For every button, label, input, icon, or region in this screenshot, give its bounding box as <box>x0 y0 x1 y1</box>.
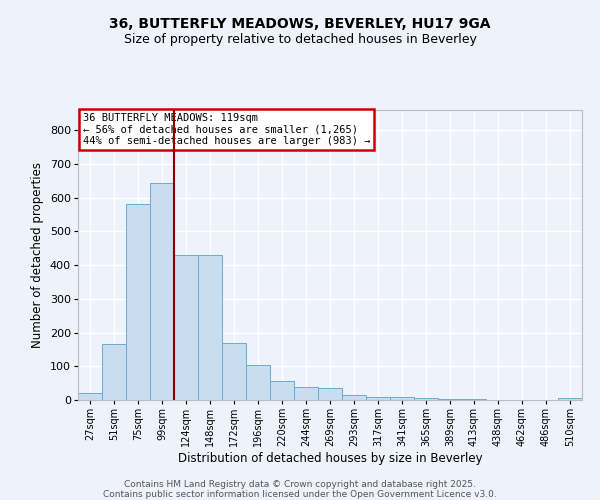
Bar <box>342 395 366 400</box>
Bar <box>390 398 414 400</box>
Bar <box>366 396 390 400</box>
Bar <box>558 398 582 400</box>
Text: 36, BUTTERFLY MEADOWS, BEVERLEY, HU17 9GA: 36, BUTTERFLY MEADOWS, BEVERLEY, HU17 9G… <box>109 18 491 32</box>
Bar <box>414 398 438 400</box>
Bar <box>246 364 270 400</box>
Bar <box>318 388 342 400</box>
Bar <box>438 398 462 400</box>
Bar <box>222 342 246 400</box>
Bar <box>78 394 102 400</box>
X-axis label: Distribution of detached houses by size in Beverley: Distribution of detached houses by size … <box>178 452 482 465</box>
Bar <box>102 344 126 400</box>
Text: Contains HM Land Registry data © Crown copyright and database right 2025.
Contai: Contains HM Land Registry data © Crown c… <box>103 480 497 500</box>
Bar <box>174 255 198 400</box>
Y-axis label: Number of detached properties: Number of detached properties <box>31 162 44 348</box>
Bar <box>150 182 174 400</box>
Text: 36 BUTTERFLY MEADOWS: 119sqm
← 56% of detached houses are smaller (1,265)
44% of: 36 BUTTERFLY MEADOWS: 119sqm ← 56% of de… <box>83 113 371 146</box>
Bar <box>294 386 318 400</box>
Bar <box>198 255 222 400</box>
Text: Size of property relative to detached houses in Beverley: Size of property relative to detached ho… <box>124 32 476 46</box>
Bar <box>270 381 294 400</box>
Bar <box>126 204 150 400</box>
